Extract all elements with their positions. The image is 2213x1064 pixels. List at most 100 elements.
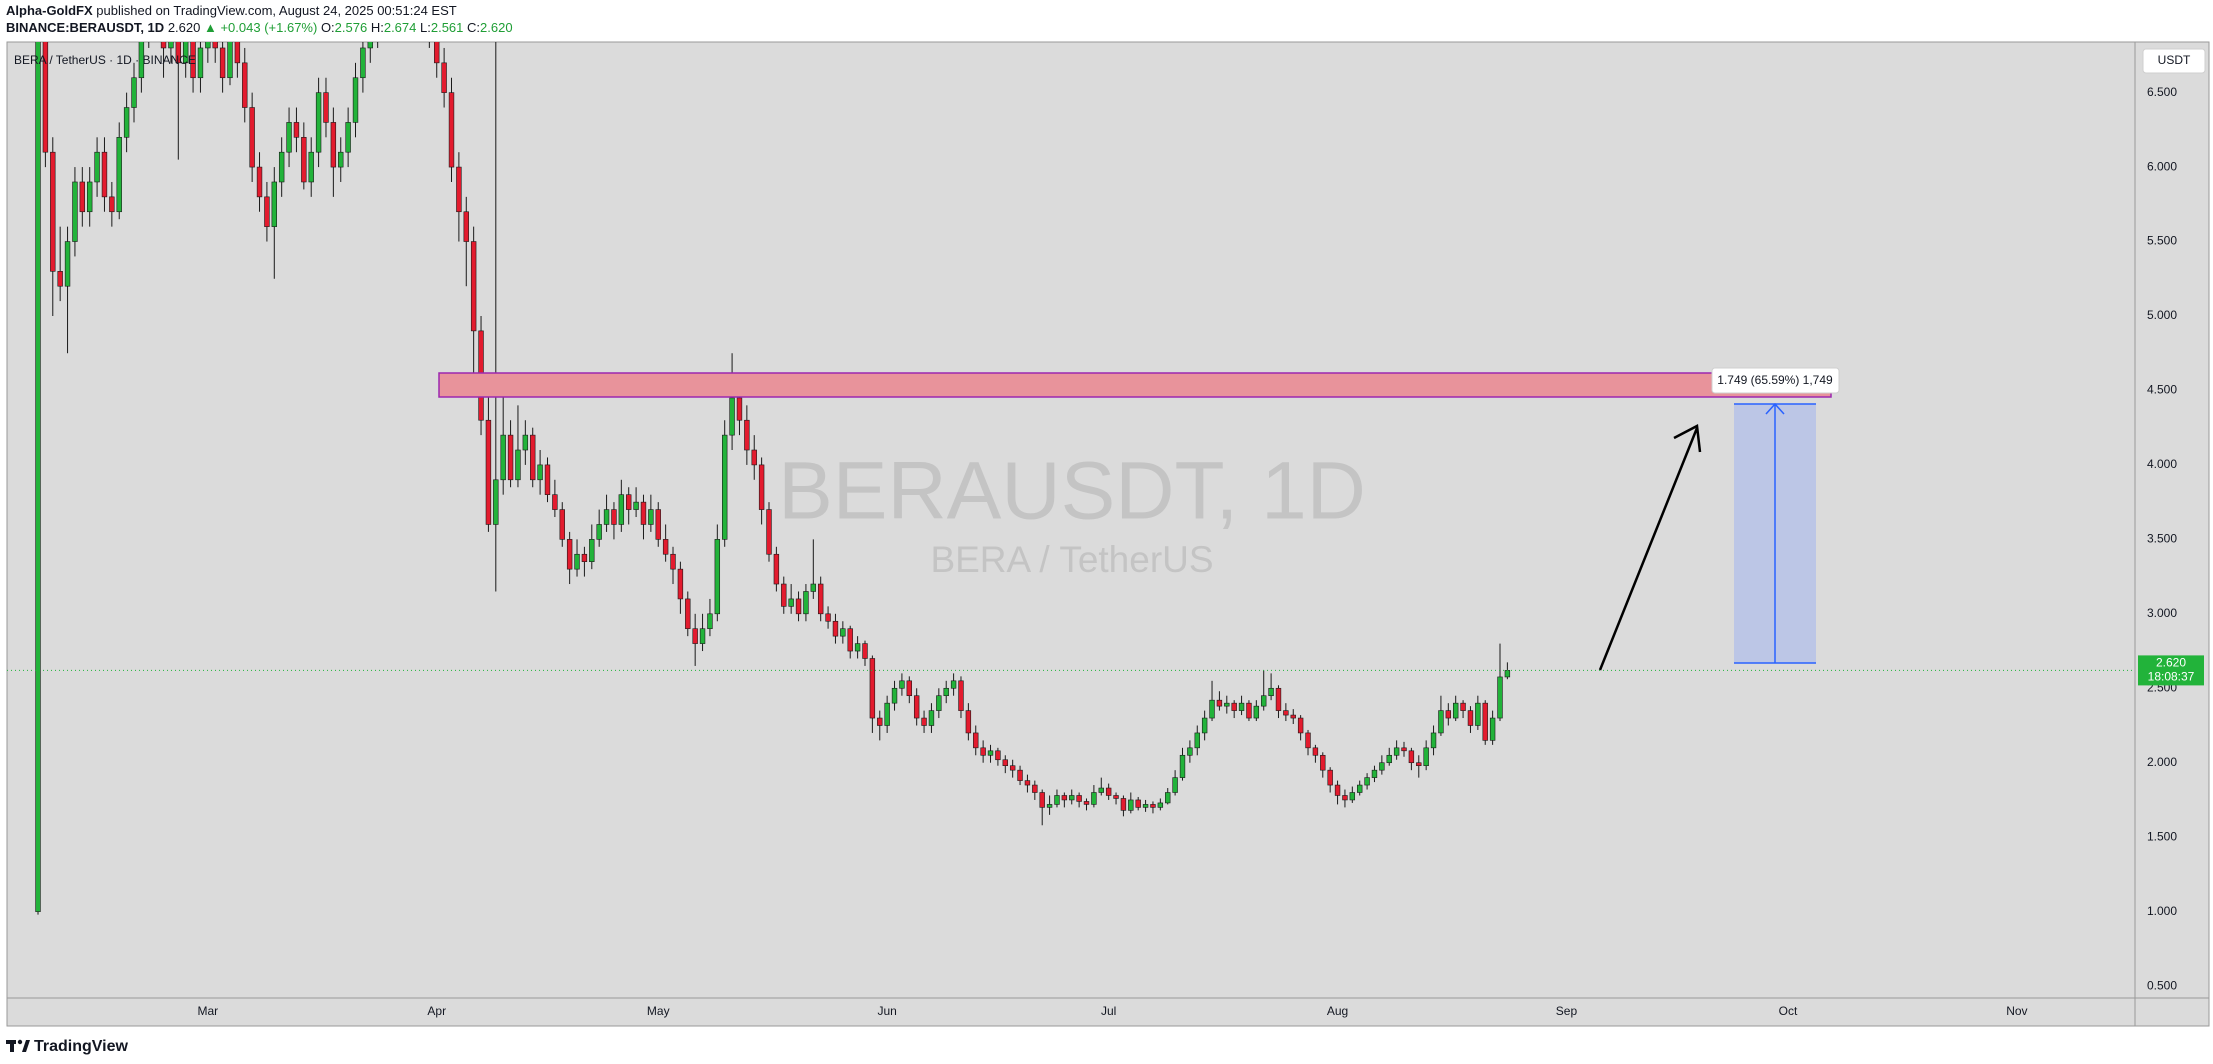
candle-body <box>427 18 432 33</box>
candle-body <box>1445 710 1452 719</box>
candle-body <box>825 613 831 622</box>
x-tick-label: Apr <box>427 1004 446 1018</box>
candle-body <box>1142 804 1149 808</box>
candle-body <box>670 553 676 570</box>
candle-body <box>862 643 868 659</box>
candle-body <box>182 42 189 64</box>
legend-text: BERA / TetherUS · 1D · BINANCE <box>14 53 196 67</box>
logo-part <box>10 1040 14 1052</box>
candle-body <box>832 620 839 637</box>
candle-body <box>1224 702 1230 707</box>
candle-body <box>500 434 506 481</box>
candle-body <box>1076 795 1082 802</box>
chart-frame <box>6 41 2210 1027</box>
candle-body <box>146 3 151 33</box>
candle-body <box>1216 699 1223 707</box>
candle-body <box>470 241 477 332</box>
currency-box <box>2142 48 2206 74</box>
candle-body <box>1061 795 1068 801</box>
ohlc-value: 2.674 <box>383 20 417 35</box>
candle-body <box>1467 710 1474 726</box>
footer: TradingView <box>6 1038 129 1055</box>
measure-label: 1.749 (65.59%) 1,749 <box>1717 373 1833 387</box>
candle-body <box>227 42 233 79</box>
candle-body <box>1238 702 1245 711</box>
candle-body <box>574 553 580 570</box>
change: ▲ +0.043 (+1.67%) <box>203 20 318 35</box>
candle-body <box>854 643 861 652</box>
candle-body <box>286 122 292 153</box>
candle-body <box>596 524 602 540</box>
y-tick-label: 3.500 <box>2147 532 2177 546</box>
candle-body <box>242 62 248 108</box>
candle-body <box>109 196 115 213</box>
candle-body <box>1261 695 1267 707</box>
candle-body <box>79 181 86 213</box>
candle-body <box>42 42 49 153</box>
candle-body <box>86 181 93 213</box>
candle-body <box>707 613 713 630</box>
candle-body <box>64 241 71 287</box>
candle-body <box>729 397 735 436</box>
publisher: Alpha-GoldFX <box>6 3 93 18</box>
candle-body <box>544 464 551 495</box>
candle-body <box>1290 714 1296 719</box>
candle-body <box>338 151 344 168</box>
candle-body <box>1246 702 1252 719</box>
candle-body <box>552 494 558 510</box>
brand: TradingView <box>34 1038 129 1055</box>
candle-body <box>566 539 573 570</box>
candle-body <box>758 464 765 510</box>
candle-body <box>1135 799 1141 808</box>
published: published on TradingView.com, August 24,… <box>96 3 457 18</box>
candle-body <box>383 0 388 3</box>
currency: USDT <box>2158 53 2191 67</box>
x-tick-label: Mar <box>198 1004 219 1018</box>
candle-body <box>1172 777 1178 793</box>
ohlc-label: O: <box>320 20 335 35</box>
y-tick-label: 6.500 <box>2147 85 2177 99</box>
candle-body <box>1098 787 1104 793</box>
y-tick-label: 3.000 <box>2147 606 2177 620</box>
candle-body <box>412 0 417 3</box>
candle-body <box>1179 754 1186 778</box>
candle-body <box>1283 710 1289 716</box>
candle-body <box>744 419 750 451</box>
candle-body <box>766 509 772 555</box>
x-tick-label: Jul <box>1101 1004 1116 1018</box>
candle-body <box>618 494 625 525</box>
candles <box>35 0 1511 915</box>
candle-body <box>1357 784 1363 793</box>
candle-body <box>633 501 639 510</box>
candle-body <box>1423 747 1429 767</box>
candle-body <box>1386 754 1392 764</box>
ohlc-value: 2.620 <box>480 20 513 35</box>
candle-body <box>50 151 56 272</box>
candle-body <box>1497 676 1503 719</box>
candle-body <box>589 539 595 562</box>
x-tick-label: May <box>647 1004 670 1018</box>
candle-body <box>1349 792 1356 801</box>
resistance-zone <box>438 372 1832 398</box>
candle-body <box>840 628 846 637</box>
candle-body <box>795 598 802 615</box>
logo-part <box>22 1040 30 1052</box>
candle-body <box>877 717 883 726</box>
candle-body <box>648 509 654 525</box>
candle-body <box>921 717 927 726</box>
candle-body <box>1032 784 1038 793</box>
candle-body <box>736 397 743 421</box>
candle-body <box>1120 798 1127 811</box>
candle-body <box>1201 717 1208 734</box>
candle-body <box>515 449 521 481</box>
candle-body <box>913 695 920 719</box>
candle-body <box>1482 702 1488 741</box>
candle-body <box>1069 795 1075 801</box>
candle-body <box>995 750 1001 761</box>
x-tick-label: Sep <box>1556 1004 1578 1018</box>
candle-body <box>603 509 610 525</box>
candle-body <box>160 42 167 49</box>
ohlc-value: 2.561 <box>430 20 464 35</box>
